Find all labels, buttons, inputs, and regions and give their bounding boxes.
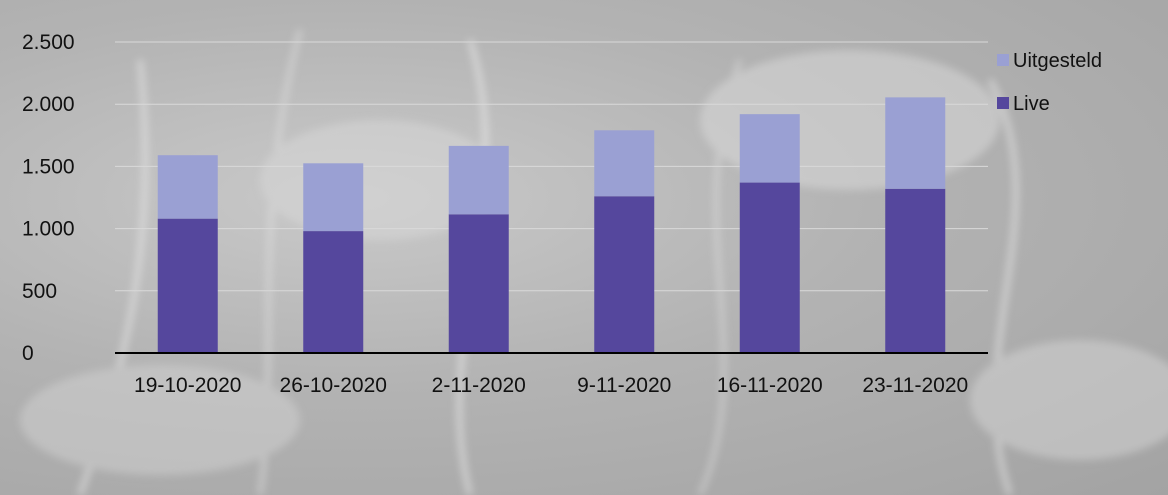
bar-uitgesteld-0 <box>157 155 218 219</box>
y-tick-label: 1.500 <box>22 155 75 178</box>
x-tick-label: 26-10-2020 <box>280 374 387 397</box>
legend-swatch-live <box>997 97 1009 109</box>
x-tick-label: 16-11-2020 <box>717 374 823 397</box>
bar-uitgesteld-5 <box>885 97 946 189</box>
y-tick-label: 0 <box>22 342 34 365</box>
bar-live-1 <box>303 231 364 353</box>
bar-live-5 <box>885 188 946 353</box>
x-tick-label: 9-11-2020 <box>577 374 671 397</box>
bar-live-3 <box>594 196 655 353</box>
y-tick-label: 2.500 <box>22 31 75 54</box>
bar-uitgesteld-3 <box>594 130 655 197</box>
y-tick-label: 1.000 <box>22 218 75 241</box>
y-tick-label: 500 <box>22 280 57 303</box>
bar-live-0 <box>157 218 218 353</box>
y-tick-label: 2.000 <box>22 93 75 116</box>
legend-swatch-uitgesteld <box>997 54 1009 66</box>
x-tick-label: 23-11-2020 <box>862 374 968 397</box>
axes: 0 500 1.000 1.500 2.000 2.500 19-10-2020 26-10-… <box>22 31 988 397</box>
legend: Uitgesteld Live <box>997 50 1102 115</box>
legend-label-uitgesteld: Uitgesteld <box>1013 50 1102 72</box>
x-tick-label: 19-10-2020 <box>134 374 241 397</box>
bar-live-2 <box>448 214 509 353</box>
bars <box>157 97 946 353</box>
bar-uitgesteld-4 <box>739 114 800 183</box>
gridlines <box>115 41 988 292</box>
legend-label-live: Live <box>1013 93 1050 115</box>
x-tick-label: 2-11-2020 <box>432 374 526 397</box>
bar-live-4 <box>739 182 800 353</box>
bar-uitgesteld-1 <box>303 163 364 232</box>
bar-uitgesteld-2 <box>448 145 509 215</box>
